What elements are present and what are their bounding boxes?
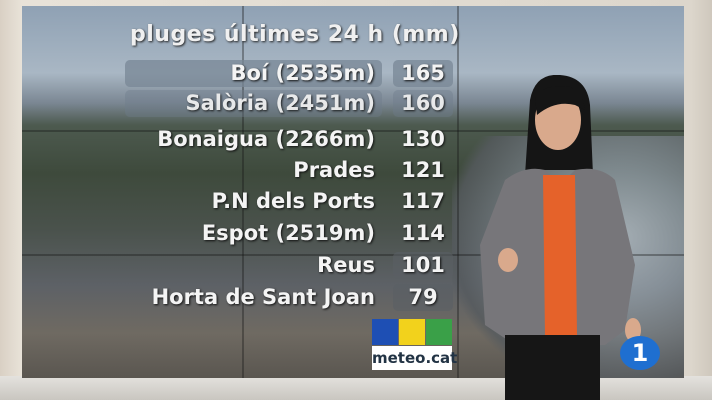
rain-row: Boí (2535m) 165 <box>125 60 455 87</box>
presenter <box>480 75 641 400</box>
rain-value: 121 <box>401 158 445 182</box>
station-name: Bonaigua (2266m) <box>157 127 375 151</box>
logo-text: meteo.cat <box>372 346 457 370</box>
rain-row: Salòria (2451m) 160 <box>125 90 455 117</box>
rain-row: Horta de Sant Joan 79 <box>125 284 455 311</box>
screen-seam <box>22 130 684 132</box>
station-name: Prades <box>293 158 375 182</box>
logo-sun-icon <box>399 319 425 345</box>
screen-seam <box>242 6 244 378</box>
station-name: P.N dels Ports <box>211 189 375 213</box>
rain-row: Prades 121 <box>125 157 455 184</box>
rain-row: Bonaigua (2266m) 130 <box>125 126 455 153</box>
rain-value: 130 <box>401 127 445 151</box>
rain-value: 117 <box>401 189 445 213</box>
rain-value: 79 <box>408 285 438 309</box>
screen-seam <box>22 254 684 256</box>
rain-value: 160 <box>401 91 445 115</box>
rain-row: Reus 101 <box>125 252 455 279</box>
station-name: Reus <box>317 253 375 277</box>
rain-value: 165 <box>401 61 445 85</box>
station-name: Salòria (2451m) <box>185 91 375 115</box>
rain-value: 101 <box>401 253 445 277</box>
rain-value: 114 <box>401 221 445 245</box>
screen-seam <box>457 6 459 378</box>
logo-map-icon <box>426 319 452 345</box>
rain-row: P.N dels Ports 117 <box>125 188 455 215</box>
logo-lines-icon <box>372 319 398 345</box>
station-name: Boí (2535m) <box>230 61 375 85</box>
station-name: Espot (2519m) <box>201 221 375 245</box>
graphic-title: pluges últimes 24 h (mm) <box>130 22 460 47</box>
rain-row: Espot (2519m) 114 <box>125 220 455 247</box>
channel-1-badge: 1 <box>620 336 660 370</box>
meteocat-logo: meteo.cat <box>372 319 457 371</box>
station-name: Horta de Sant Joan <box>151 285 375 309</box>
